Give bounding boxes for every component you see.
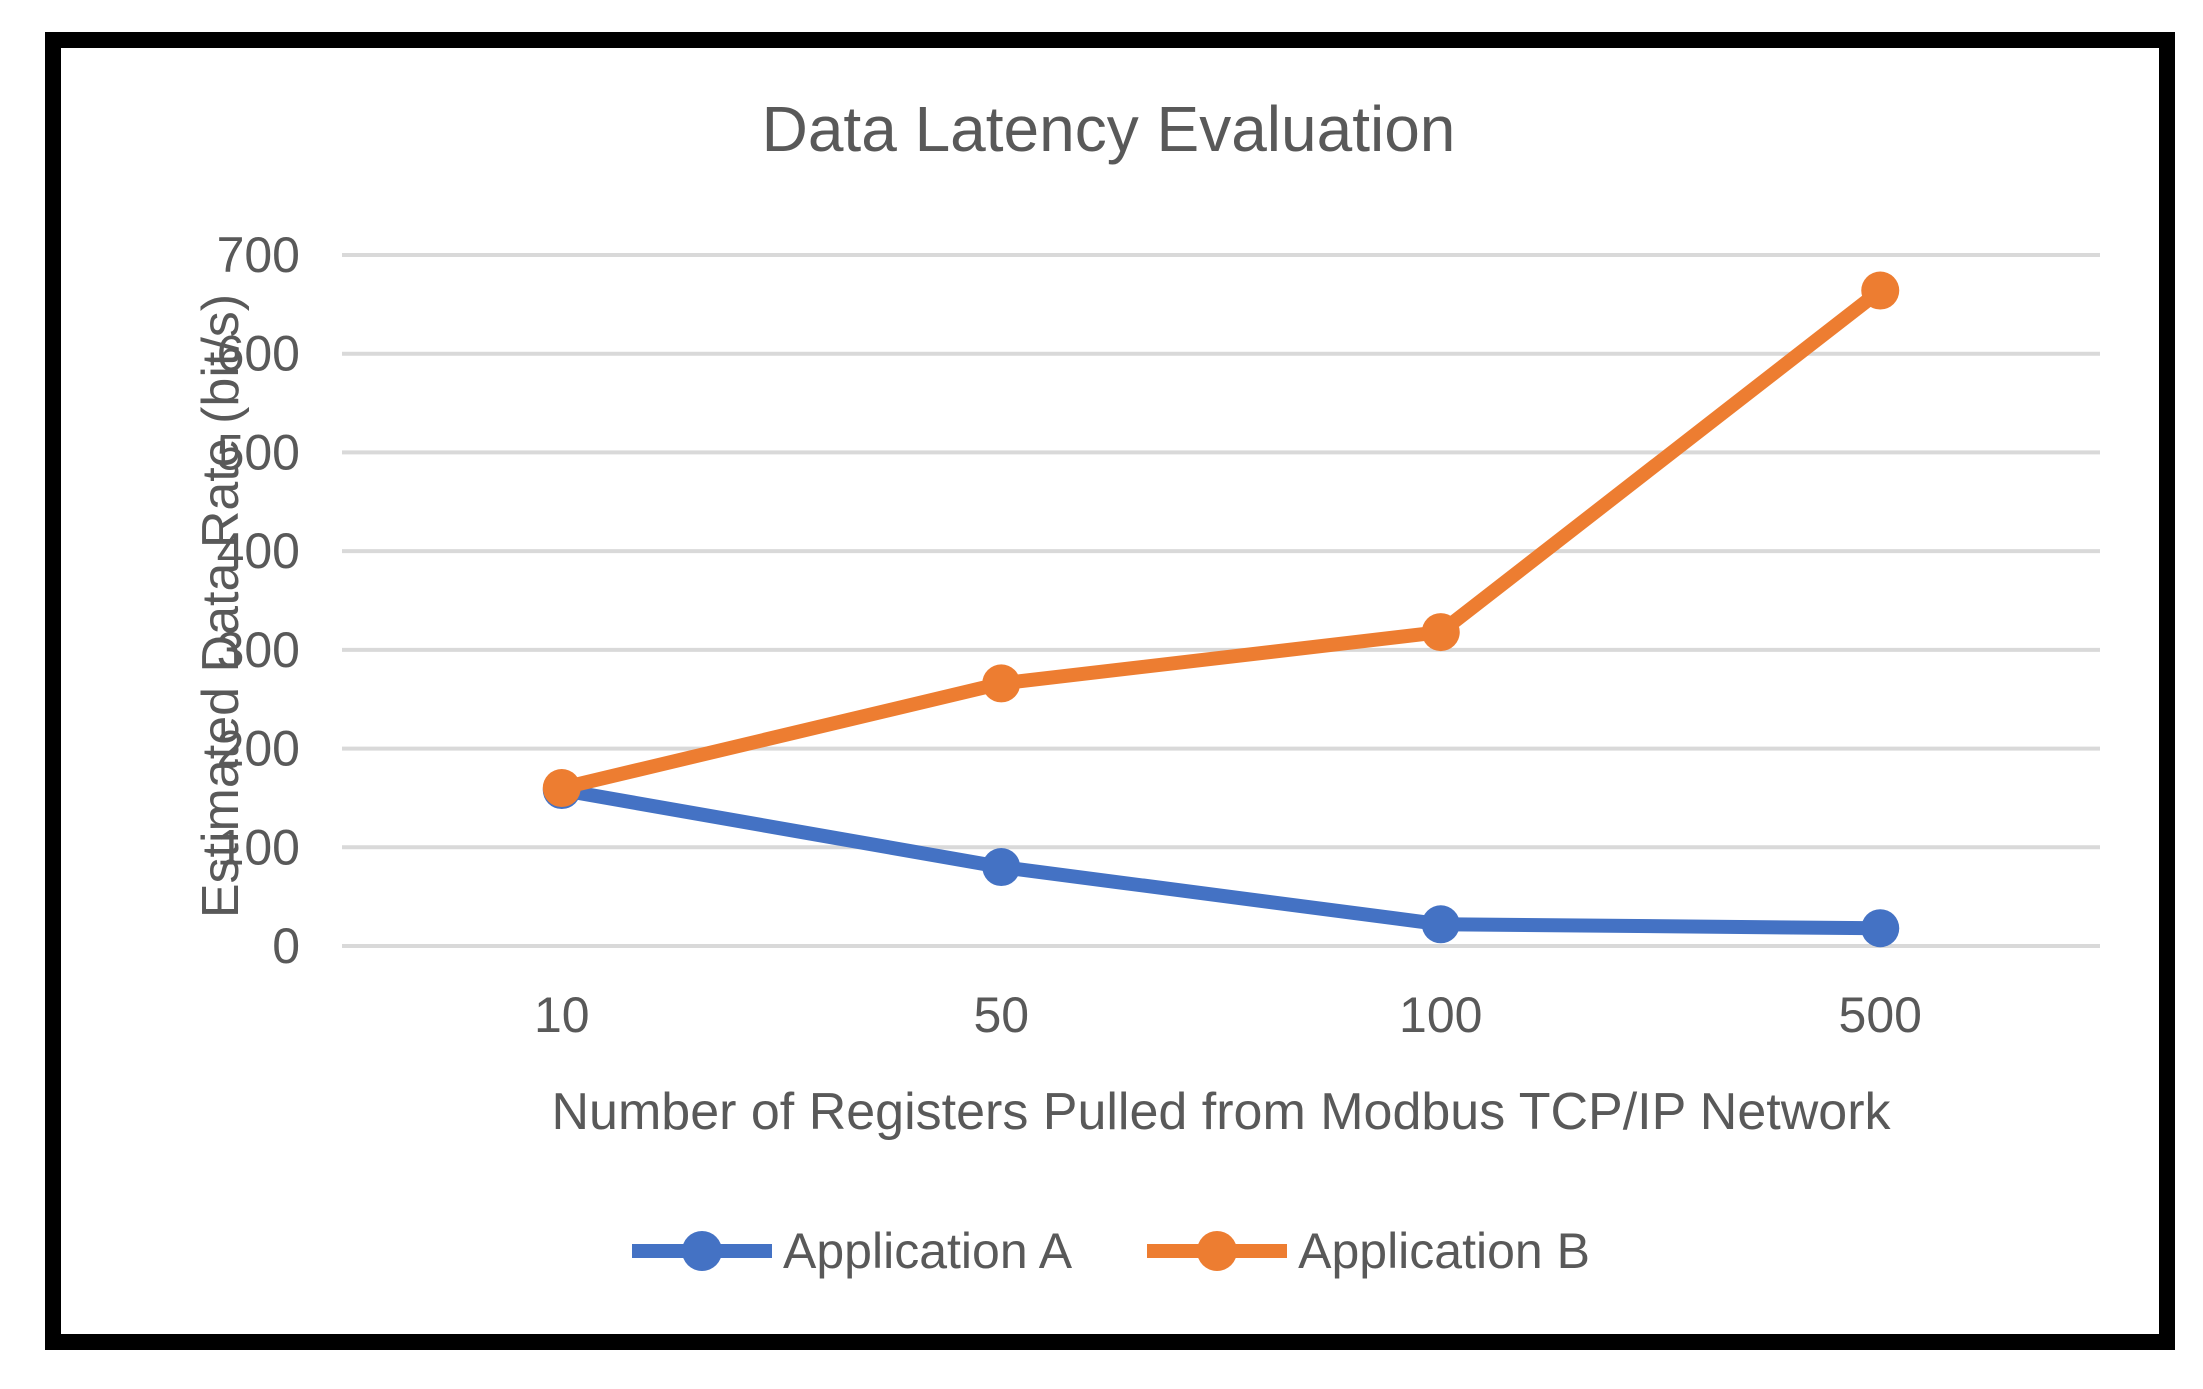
line-marker-swatch-icon (632, 1231, 773, 1271)
legend-label: Application B (1298, 1223, 1590, 1279)
legend-label: Application A (783, 1223, 1073, 1279)
chart-title: Data Latency Evaluation (761, 93, 1456, 165)
y-tick-label: 0 (272, 918, 300, 974)
y-tick-label: 700 (217, 227, 300, 283)
y-tick-label: 400 (217, 523, 300, 579)
legend: Application A Application B (61, 1222, 2156, 1280)
y-tick-label: 100 (217, 819, 300, 875)
data-point-marker (1421, 613, 1460, 652)
y-tick-label: 200 (217, 721, 300, 777)
y-axis-title: Estimated Data Rate (bit/s) (192, 293, 250, 919)
y-tick-label: 500 (217, 424, 300, 480)
data-point-marker (982, 664, 1021, 703)
series-line (554, 783, 1888, 936)
x-tick-label: 500 (1839, 987, 1922, 1043)
legend-item-application-b: Application B (1142, 1222, 1590, 1280)
y-tick-label: 600 (217, 326, 300, 382)
y-tick-label: 300 (217, 622, 300, 678)
figure-border-frame (45, 32, 2175, 1350)
x-tick-label: 100 (1399, 987, 1482, 1043)
legend-item-application-a: Application A (627, 1222, 1072, 1280)
line-marker-swatch-icon (1147, 1231, 1288, 1271)
data-point-marker (1421, 905, 1460, 944)
data-point-marker (1861, 271, 1900, 310)
data-point-marker (982, 848, 1021, 887)
data-point-marker (542, 769, 581, 808)
x-tick-label: 10 (534, 987, 590, 1043)
x-axis-title: Number of Registers Pulled from Modbus T… (551, 1083, 1891, 1141)
data-point-marker (1861, 909, 1900, 948)
series-line (554, 283, 1888, 796)
x-tick-label: 50 (973, 987, 1029, 1043)
